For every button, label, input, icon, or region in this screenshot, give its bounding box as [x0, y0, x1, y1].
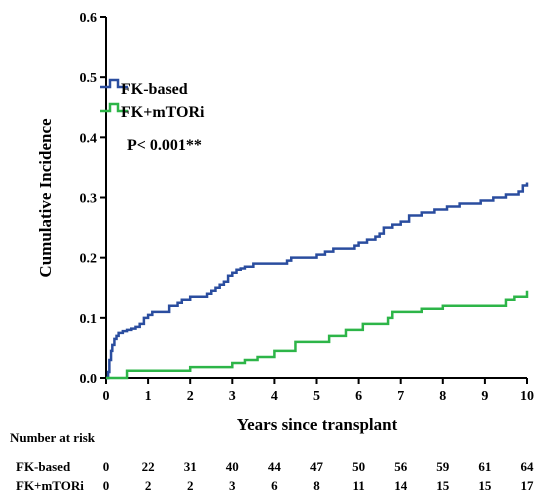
risk-value: 61	[478, 459, 491, 474]
x-tick-label: 2	[187, 389, 194, 404]
risk-value: 15	[436, 478, 450, 493]
risk-value: 59	[436, 459, 450, 474]
risk-value: 17	[521, 478, 535, 493]
x-axis-title: Years since transplant	[237, 415, 398, 434]
y-tick-label: 0.3	[80, 192, 98, 207]
x-tick-label: 0	[103, 389, 110, 404]
risk-value: 50	[352, 459, 365, 474]
risk-value: 15	[478, 478, 492, 493]
risk-value: 44	[268, 459, 282, 474]
y-axis-title: Cumulative Incidence	[36, 118, 55, 278]
legend-label-fk-based: FK-based	[121, 81, 188, 98]
risk-row-label-fk-based: FK-based	[16, 459, 71, 474]
legend-symbol-fk-based	[100, 78, 128, 89]
number-at-risk-table: Number at risk FK-based FK+mTORi 0 22 31 40…	[10, 430, 534, 493]
y-tick-label: 0.0	[80, 372, 98, 387]
risk-value: 0	[103, 478, 110, 493]
risk-value: 14	[394, 478, 408, 493]
risk-value: 40	[226, 459, 239, 474]
x-tick-label: 7	[397, 389, 404, 404]
legend-label-fk-mtori: FK+mTORi	[121, 104, 205, 121]
y-tick-label: 0.6	[80, 11, 98, 26]
series-line-fk-based	[106, 182, 529, 380]
p-value-annotation: P< 0.001**	[127, 137, 202, 154]
legend: FK-based FK+mTORi	[100, 78, 205, 121]
y-tick-label: 0.1	[80, 312, 98, 327]
risk-value: 22	[142, 459, 155, 474]
risk-value: 64	[521, 459, 535, 474]
y-tick-label: 0.2	[80, 252, 98, 267]
x-tick-label: 4	[271, 389, 278, 404]
x-tick-label: 8	[439, 389, 446, 404]
x-tick-label: 10	[520, 389, 534, 404]
plot-area: 0.0 0.1 0.2 0.3 0.4 0.5 0.6 0 1 2 3 4 5 6 7 8 9 10	[80, 11, 535, 404]
x-tick-label: 6	[355, 389, 362, 404]
risk-value: 3	[229, 478, 236, 493]
x-tick-label: 5	[313, 389, 320, 404]
risk-value: 47	[310, 459, 324, 474]
risk-value: 0	[103, 459, 110, 474]
risk-value: 2	[145, 478, 152, 493]
risk-value: 2	[187, 478, 194, 493]
risk-value: 11	[352, 478, 364, 493]
x-tick-label: 3	[229, 389, 236, 404]
legend-symbol-fk-mtori	[100, 102, 128, 113]
risk-value: 31	[184, 459, 197, 474]
risk-table-title: Number at risk	[10, 430, 96, 445]
risk-value: 56	[394, 459, 408, 474]
y-tick-label: 0.5	[80, 71, 98, 86]
series-line-fk-mtori	[106, 290, 529, 380]
x-tick-label: 1	[145, 389, 152, 404]
risk-value: 6	[271, 478, 278, 493]
risk-row-label-fk-mtori: FK+mTORi	[16, 478, 84, 493]
y-tick-label: 0.4	[80, 131, 98, 146]
risk-value: 8	[313, 478, 320, 493]
x-tick-label: 9	[481, 389, 488, 404]
